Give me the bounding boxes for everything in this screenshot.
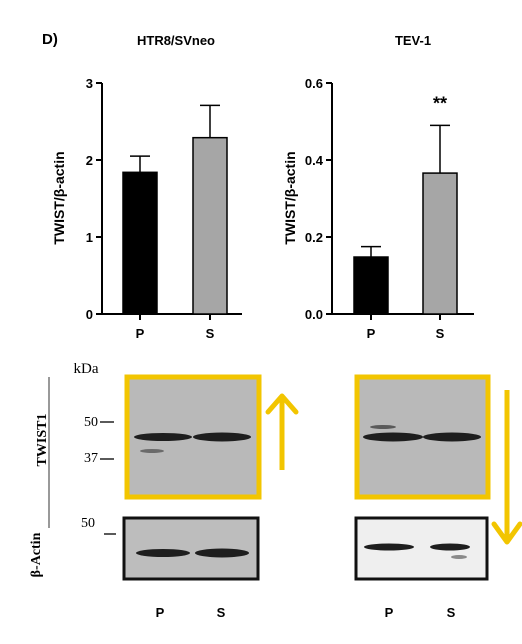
twist-label: TWIST1 — [35, 414, 50, 467]
x-tick-label: P — [367, 326, 376, 341]
marker-actin-50: 50 — [81, 516, 95, 531]
band-actin-right-faint — [451, 555, 467, 559]
band-twist-left-s — [193, 432, 251, 442]
lane-label: P — [385, 605, 394, 620]
marker-50: 50 — [84, 415, 98, 430]
actin-blot-left — [122, 516, 260, 581]
bar-s — [422, 172, 458, 315]
band-twist-right-s — [423, 432, 481, 442]
marker-37: 37 — [84, 451, 98, 466]
y-tick-label: 0.2 — [305, 230, 323, 245]
chart-title: TEV-1 — [395, 33, 431, 48]
y-tick-label: 0.6 — [305, 76, 323, 91]
y-axis-label: TWIST/β-actin — [282, 151, 298, 244]
bar-s — [192, 136, 228, 315]
bar-p — [353, 256, 389, 315]
band-twist-right-p — [363, 432, 423, 442]
panel-label: D) — [42, 31, 58, 48]
western-blot: kDa TWIST1 β-Actin 50 37 50 — [29, 361, 522, 620]
band-twist-left-p — [134, 433, 192, 441]
lane-label: S — [217, 605, 226, 620]
lane-label: S — [447, 605, 456, 620]
band-twist-right-faint — [370, 425, 396, 429]
chart-tev1: TEV-1 TWIST/β-actin 0.0 0.2 0.4 0.6 P S ** — [282, 33, 474, 341]
band-actin-left-s — [195, 548, 249, 558]
band-actin-right-s — [430, 543, 470, 551]
x-tick-label: S — [436, 326, 445, 341]
x-tick-label: S — [206, 326, 215, 341]
y-tick-label: 0.0 — [305, 307, 323, 322]
chart-htr8svneo: HTR8/SVneo TWIST/β-actin 0 1 2 3 P S — [51, 33, 242, 341]
y-tick-label: 3 — [86, 76, 93, 91]
arrow-down-icon — [491, 390, 522, 545]
y-tick-label: 0 — [86, 307, 93, 322]
band-twist-left-faint — [140, 449, 164, 453]
kda-label: kDa — [74, 361, 99, 377]
chart-title: HTR8/SVneo — [137, 33, 215, 48]
band-actin-right-p — [364, 543, 414, 551]
x-tick-label: P — [136, 326, 145, 341]
y-tick-label: 0.4 — [305, 153, 324, 168]
band-actin-left-p — [136, 549, 190, 557]
actin-label: β-Actin — [29, 532, 44, 577]
y-tick-label: 2 — [86, 153, 93, 168]
significance-marker: ** — [433, 93, 447, 113]
y-tick-label: 1 — [86, 230, 93, 245]
y-axis-label: TWIST/β-actin — [51, 151, 67, 244]
lane-label: P — [156, 605, 165, 620]
bar-p — [122, 171, 158, 315]
arrow-up-icon — [265, 393, 299, 470]
